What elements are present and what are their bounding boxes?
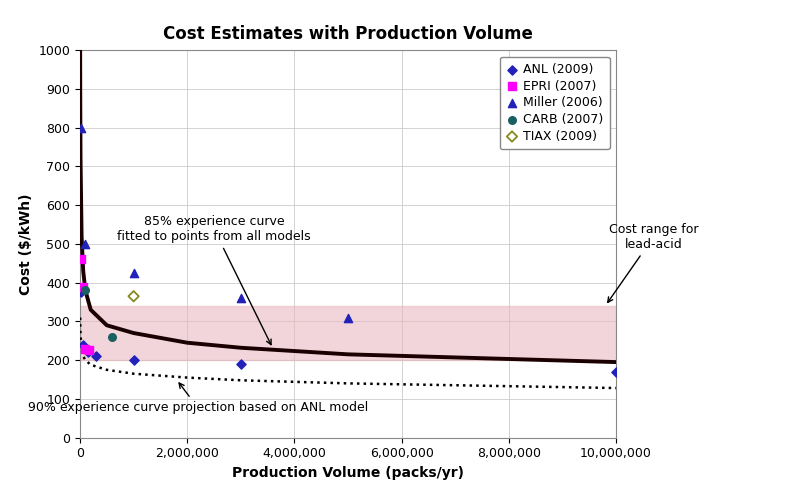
ANL (2009) xyxy=(90,352,102,360)
Miller (2006) xyxy=(127,269,140,277)
TIAX (2009) xyxy=(127,292,140,300)
ANL (2009) xyxy=(234,360,247,368)
Text: 85% experience curve
fitted to points from all models: 85% experience curve fitted to points fr… xyxy=(117,215,311,345)
Legend: ANL (2009), EPRI (2007), Miller (2006), CARB (2007), TIAX (2009): ANL (2009), EPRI (2007), Miller (2006), … xyxy=(499,56,610,149)
CARB (2007) xyxy=(79,286,92,294)
EPRI (2007) xyxy=(74,256,87,264)
ANL (2009) xyxy=(82,349,94,357)
ANL (2009) xyxy=(610,368,622,376)
Bar xyxy=(80,306,616,360)
EPRI (2007) xyxy=(82,347,95,355)
Text: Cost range for
lead-acid: Cost range for lead-acid xyxy=(608,223,698,302)
CARB (2007) xyxy=(106,333,118,341)
EPRI (2007) xyxy=(79,345,92,353)
Miller (2006) xyxy=(74,124,87,132)
Text: 90% experience curve projection based on ANL model: 90% experience curve projection based on… xyxy=(28,383,368,414)
Miller (2006) xyxy=(79,240,92,248)
ANL (2009) xyxy=(74,288,87,296)
EPRI (2007) xyxy=(77,283,90,291)
Miller (2006) xyxy=(234,294,247,302)
Title: Cost Estimates with Production Volume: Cost Estimates with Production Volume xyxy=(163,25,533,43)
ANL (2009) xyxy=(76,341,89,349)
Miller (2006) xyxy=(342,313,354,321)
X-axis label: Production Volume (packs/yr): Production Volume (packs/yr) xyxy=(232,466,464,480)
Y-axis label: Cost ($/kWh): Cost ($/kWh) xyxy=(19,193,33,295)
ANL (2009) xyxy=(127,356,140,364)
